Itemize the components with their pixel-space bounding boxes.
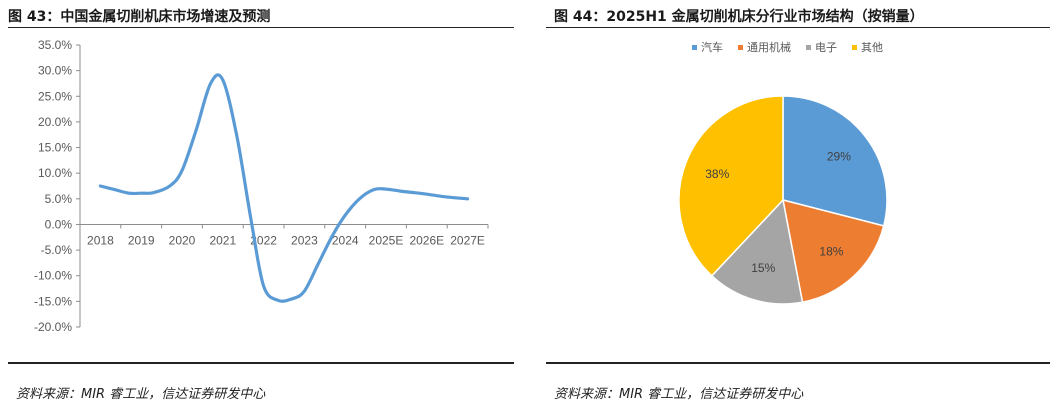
x-tick-label: 2018	[87, 233, 114, 247]
y-tick-label: -10.0%	[34, 269, 72, 283]
y-tick-label: -15.0%	[34, 294, 72, 308]
pie-data-label: 15%	[751, 261, 775, 275]
right-title-rule	[546, 27, 1050, 28]
left-title-rule	[8, 27, 514, 28]
x-tick-label: 2019	[128, 233, 155, 247]
pie-slice	[710, 198, 804, 305]
legend-label: 其他	[861, 41, 883, 54]
pie-data-label: 29%	[827, 150, 851, 164]
pie-slice	[782, 95, 888, 227]
x-tick-label: 2020	[169, 233, 196, 247]
y-tick-label: 30.0%	[38, 64, 72, 78]
right-figure-panel: 图 44：2025H1 金属切削机床分行业市场结构（按销量） 汽车 通用机械 电子 其…	[540, 0, 1050, 404]
legend-swatch	[852, 45, 857, 50]
y-tick-label: -20.0%	[34, 320, 72, 334]
y-tick-label: 35.0%	[38, 38, 72, 52]
pie-data-label: 38%	[705, 167, 729, 181]
x-tick-label: 2021	[209, 233, 236, 247]
y-tick-label: 25.0%	[38, 89, 72, 103]
legend-label: 通用机械	[747, 40, 791, 54]
left-figure-title: 图 43：中国金属切削机床市场增速及预测	[8, 9, 271, 25]
legend-swatch	[806, 45, 811, 50]
y-tick-label: 5.0%	[45, 192, 73, 206]
left-source-note: 资料来源：MIR 睿工业，信达证券研发中心	[16, 387, 266, 402]
x-tick-label: 2026E	[409, 233, 444, 247]
line-chart: 35.0% 30.0% 25.0% 20.0% 15.0% 10.0% 5.0% 0.0% -5…	[34, 38, 489, 334]
legend-swatch	[692, 45, 697, 50]
right-source-note: 资料来源：MIR 睿工业，信达证券研发中心	[554, 387, 804, 402]
pie-slice	[782, 198, 885, 304]
legend-swatch	[738, 45, 743, 50]
y-tick-label: 0.0%	[45, 217, 73, 231]
x-tick-label: 2023	[291, 233, 318, 247]
legend-label: 汽车	[701, 40, 723, 54]
x-tick-label: 2022	[250, 233, 277, 247]
pie-chart: 汽车 通用机械 电子 其他 29% 18% 15% 38%	[678, 40, 888, 305]
y-tick-label: -5.0%	[41, 243, 73, 257]
legend-label: 电子	[815, 41, 837, 54]
right-figure-title: 图 44：2025H1 金属切削机床分行业市场结构（按销量）	[554, 9, 924, 25]
x-tick-label: 2024	[332, 233, 359, 247]
x-tick-label: 2027E	[450, 233, 485, 247]
y-tick-label: 10.0%	[38, 166, 72, 180]
x-tick-label: 2025E	[369, 233, 404, 247]
y-tick-label: 20.0%	[38, 115, 72, 129]
left-bottom-rule	[8, 362, 514, 364]
y-tick-label: 15.0%	[38, 141, 72, 155]
series-line	[98, 73, 470, 303]
pie-data-label: 18%	[819, 245, 843, 259]
pie-slice	[678, 95, 784, 277]
left-figure-panel: 图 43：中国金属切削机床市场增速及预测 35.0% 30.0% 25.0% 20.0…	[0, 0, 518, 404]
right-bottom-rule	[546, 362, 1050, 364]
